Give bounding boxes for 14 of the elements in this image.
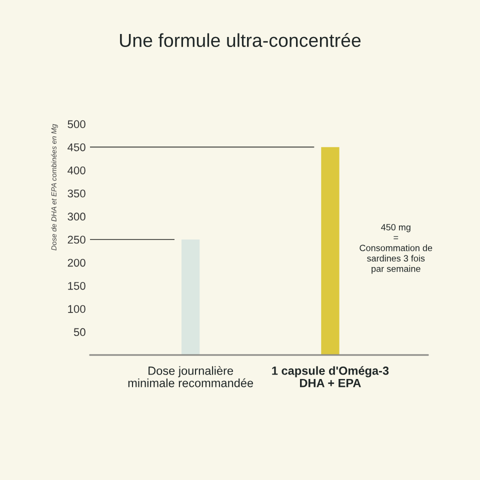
y-tick-label: 50 [74, 328, 86, 336]
y-tick-label: 400 [68, 166, 86, 174]
y-tick-label: 500 [68, 120, 86, 128]
x-tick-label: Dose journalière minimale recommandée [128, 366, 254, 388]
y-tick-label: 100 [68, 305, 86, 313]
y-tick-label: 450 [68, 143, 86, 152]
annotation: 450 mg = Consommation de sardines 3 fois par semaine [360, 224, 432, 274]
y-tick-label: 300 [68, 212, 86, 221]
chart-title: Une formule ultra-concentrée [120, 33, 361, 48]
y-tick-label: 350 [68, 190, 86, 198]
y-tick-label: 200 [68, 258, 86, 267]
y-tick-label: 250 [68, 236, 86, 244]
y-tick-label: 150 [68, 282, 86, 290]
x-tick-label: 1 capsule d'Oméga-3 DHA + EPA [272, 366, 389, 388]
